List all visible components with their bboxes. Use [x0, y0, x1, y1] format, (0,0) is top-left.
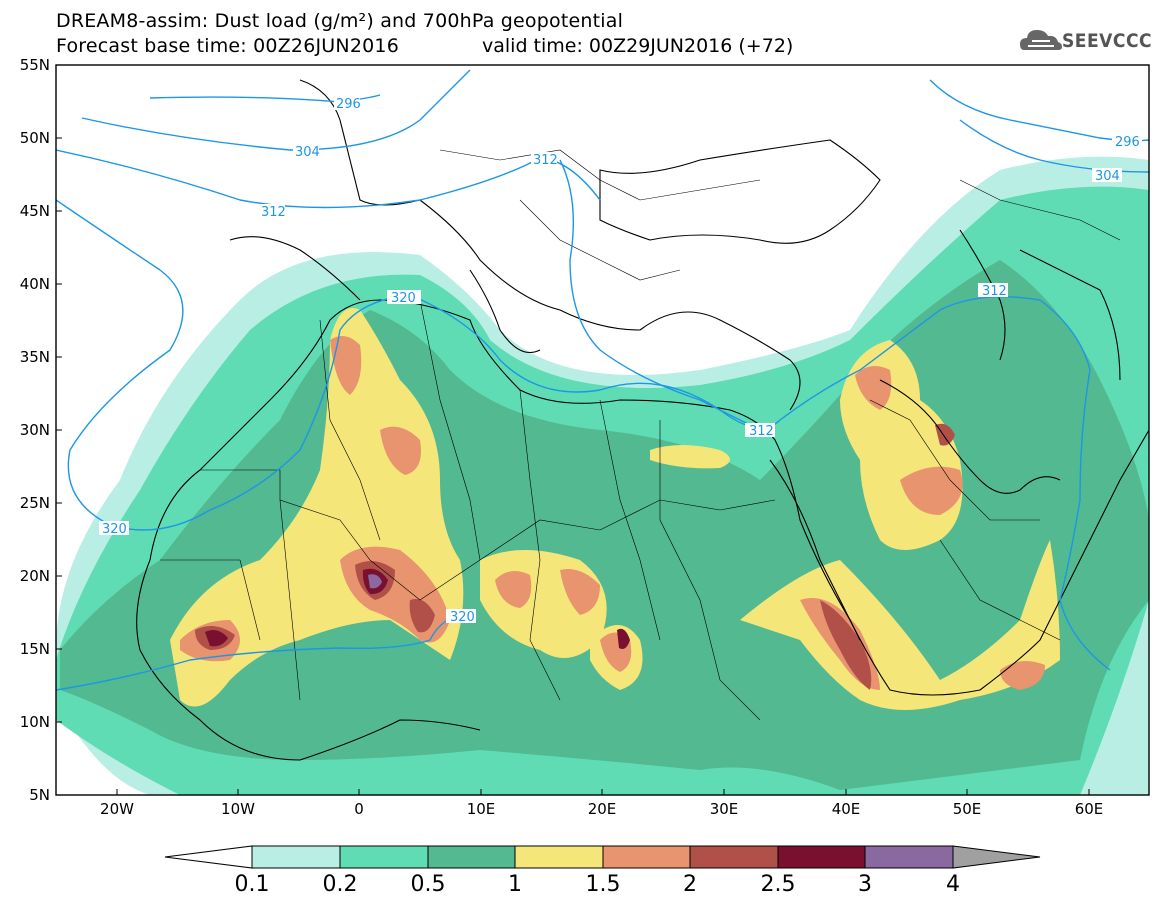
colorbar-label: 3	[858, 872, 872, 897]
colorbar-label: 0.5	[410, 872, 446, 897]
colorbar-min-arrow	[164, 845, 253, 869]
contour-label: 320	[391, 291, 416, 306]
logo-text: SEEVCCC	[1062, 30, 1153, 52]
contour-label: 320	[450, 610, 475, 625]
cloud-logo-icon	[1020, 30, 1062, 50]
contour-label: 304	[295, 145, 320, 160]
y-tick-label: 25N	[20, 494, 50, 512]
y-axis	[56, 64, 62, 796]
contour-label: 312	[533, 153, 558, 168]
colorbar-max-arrow	[952, 845, 1041, 869]
colorbar-swatch	[514, 845, 604, 869]
contour-label: 296	[336, 97, 361, 112]
y-tick-label: 55N	[20, 56, 50, 74]
x-tick-label: 60E	[1075, 800, 1104, 818]
colorbar-label: 1.5	[585, 872, 621, 897]
forecast-base-time: Forecast base time: 00Z26JUN2016	[56, 35, 399, 57]
colorbar-label: 1	[508, 872, 522, 897]
colorbar	[164, 845, 1041, 869]
contour-label: 296	[1115, 135, 1140, 150]
colorbar-swatch	[602, 845, 691, 869]
x-tick-label: 20W	[100, 800, 134, 818]
y-tick-labels: 55N 50N 45N 40N 35N 30N 25N 20N 15N 10N …	[20, 56, 50, 804]
contour-label: 304	[1095, 169, 1120, 184]
y-tick-label: 15N	[20, 640, 50, 658]
coastlines	[136, 79, 1149, 761]
chart-title: DREAM8-assim: Dust load (g/m²) and 700hP…	[56, 10, 624, 32]
country-borders	[160, 149, 1121, 721]
colorbar-swatch	[689, 845, 779, 869]
x-tick-label: 50E	[953, 800, 982, 818]
contour-label: 312	[982, 284, 1007, 299]
x-axis	[116, 789, 1090, 795]
contour-label: 320	[102, 522, 127, 537]
colorbar-swatch	[427, 845, 516, 869]
contour-label: 312	[261, 205, 286, 220]
map-area: 296 304 312 320 312 320 320 296 304 312 …	[56, 65, 1149, 795]
colorbar-swatch	[251, 845, 341, 869]
y-tick-label: 20N	[20, 567, 50, 585]
x-tick-label: 20E	[588, 800, 617, 818]
x-tick-label: 30E	[710, 800, 739, 818]
dust-field	[56, 156, 1149, 795]
colorbar-label: 2	[683, 872, 697, 897]
y-tick-label: 10N	[20, 713, 50, 731]
x-tick-label: 10E	[467, 800, 496, 818]
x-tick-labels: 20W 10W 0 10E 20E 30E 40E 50E 60E	[100, 800, 1103, 818]
y-tick-label: 40N	[20, 275, 50, 293]
y-tick-label: 30N	[20, 421, 50, 439]
colorbar-swatch	[864, 845, 954, 869]
x-tick-label: 0	[354, 800, 364, 818]
colorbar-swatch	[777, 845, 866, 869]
contour-label: 312	[749, 424, 774, 439]
colorbar-label: 0.1	[234, 872, 270, 897]
y-tick-label: 5N	[29, 786, 50, 804]
x-tick-label: 10W	[221, 800, 255, 818]
y-tick-label: 35N	[20, 348, 50, 366]
colorbar-swatch	[339, 845, 429, 869]
x-tick-label: 40E	[832, 800, 861, 818]
colorbar-label: 2.5	[760, 872, 796, 897]
contour-labels: 296 304 312 320 312 320 320 296 304 312 …	[99, 96, 1142, 625]
valid-time: valid time: 00Z29JUN2016 (+72)	[482, 35, 794, 57]
y-tick-label: 45N	[20, 202, 50, 220]
y-tick-label: 50N	[20, 129, 50, 147]
colorbar-label: 4	[946, 872, 960, 897]
colorbar-label: 0.2	[322, 872, 358, 897]
